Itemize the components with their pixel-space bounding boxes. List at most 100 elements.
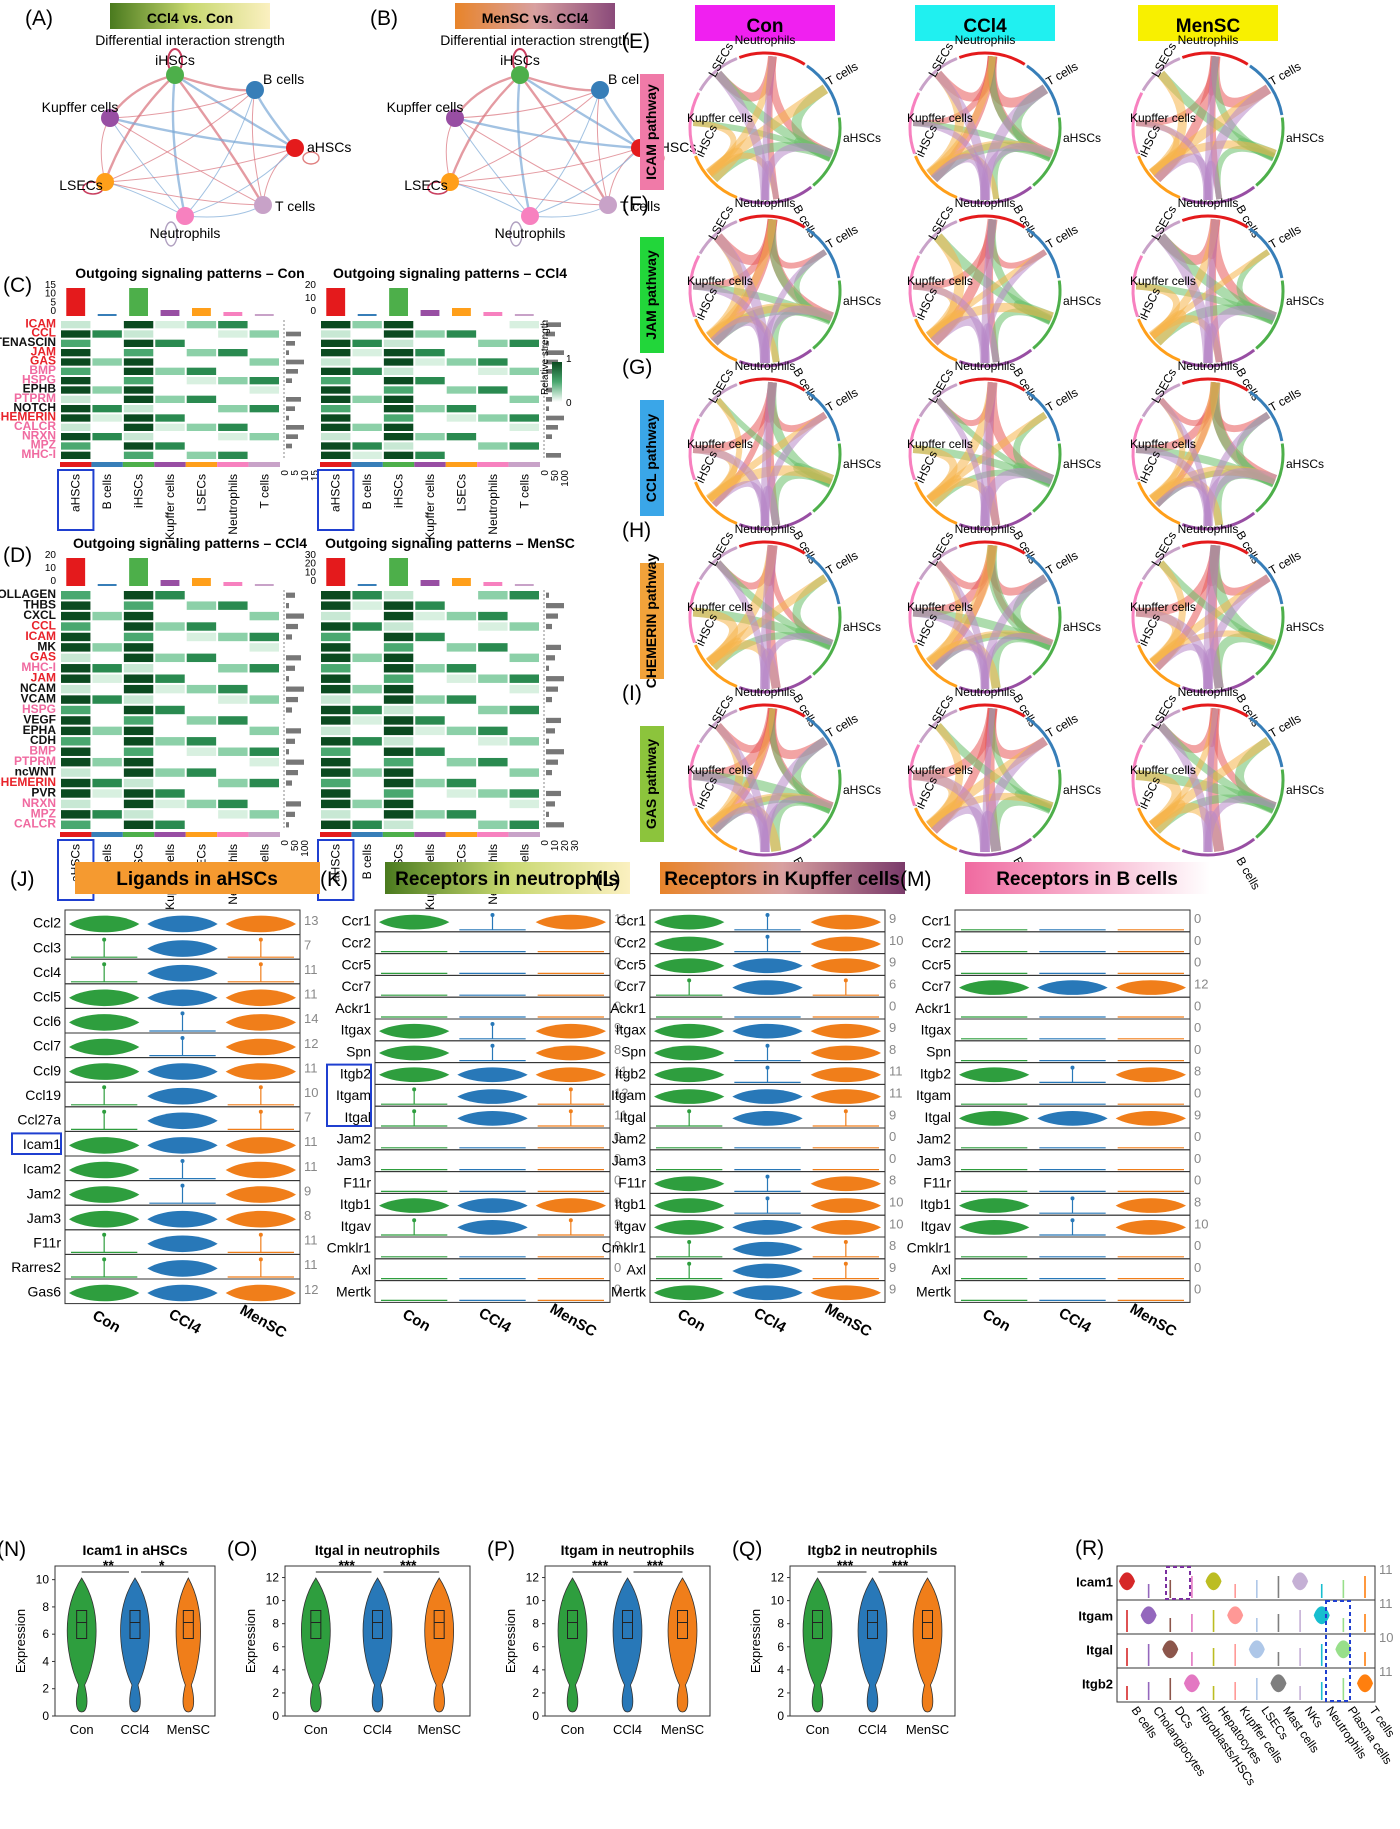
- heatmap-cell: [123, 705, 154, 715]
- gene-label: Cmklr1: [327, 1240, 372, 1256]
- heatmap-cell: [123, 664, 154, 673]
- violin-stat-panels: (N) Icam1 in aHSCs 0 2 4 6 8 10 Expression Con CCl…: [0, 1538, 956, 1737]
- violin-row-frame: [649, 1149, 886, 1173]
- heatmap-cell: [383, 643, 414, 652]
- violin: [66, 1577, 97, 1713]
- x-tick: MenSC: [661, 1722, 704, 1737]
- violin-dot: [180, 1011, 185, 1016]
- tick-label: 10: [305, 293, 317, 304]
- box: [867, 1610, 878, 1639]
- banner-text: Receptors in Kupffer cells: [664, 869, 899, 890]
- box: [310, 1610, 322, 1639]
- heatmap-cell: [383, 330, 414, 338]
- violin: [1183, 1674, 1200, 1693]
- heatmap-cell: [249, 611, 279, 621]
- tick-label: 0: [280, 840, 291, 846]
- violin: [535, 1067, 606, 1083]
- max-value: 9: [614, 1020, 621, 1035]
- chord-arc: [738, 837, 813, 857]
- violin: [1227, 1606, 1244, 1625]
- y-tick: 12: [266, 1571, 280, 1585]
- violin-row-frame: [1116, 1565, 1376, 1601]
- chord-label: Neutrophils: [735, 359, 796, 373]
- heatmap-cell: [446, 664, 477, 673]
- heatmap-cell: [218, 433, 248, 441]
- celltype-strip: [154, 832, 186, 837]
- violin: [147, 1210, 218, 1228]
- x-tick: MenSC: [417, 1722, 460, 1737]
- y-tick: 2: [42, 1682, 49, 1696]
- max-value: 9: [889, 1260, 896, 1275]
- violin: [1037, 1111, 1108, 1126]
- heatmap-cell: [321, 799, 351, 809]
- heatmap-cell: [249, 810, 279, 819]
- gene-label: Icam1: [1076, 1574, 1113, 1589]
- heatmap-cell: [446, 611, 477, 621]
- chord-label: Kupffer cells: [1130, 437, 1196, 451]
- violin: [810, 1220, 881, 1235]
- heatmap-cell: [249, 330, 279, 338]
- heatmap-cell: [249, 778, 279, 788]
- chord-arc: [908, 255, 921, 318]
- violin: [857, 1577, 888, 1713]
- heatmap-cell: [155, 820, 185, 829]
- top-bar: [129, 288, 148, 316]
- sig-label: ***: [338, 1557, 355, 1573]
- heatmap-cell: [321, 423, 351, 431]
- violin-dot: [258, 1257, 263, 1262]
- heatmap-cell: [415, 433, 445, 441]
- side-bar: [546, 322, 561, 327]
- side-bar: [286, 676, 289, 682]
- heatmap-cell: [321, 705, 351, 715]
- chord-label: Neutrophils: [735, 196, 796, 210]
- gene-label: Spn: [621, 1043, 646, 1059]
- heatmap-cell: [352, 716, 382, 725]
- heatmap-cell: [186, 367, 217, 375]
- heatmap-cell: [509, 799, 539, 809]
- max-value: 11: [304, 1233, 318, 1248]
- pathway-label: GAS pathway: [643, 739, 659, 829]
- highlight-box: [317, 469, 355, 531]
- chord-arc: [1181, 214, 1249, 229]
- gene-label: Spn: [346, 1043, 371, 1059]
- pathway-label: ICAM pathway: [643, 84, 659, 180]
- violin-dot: [490, 1043, 495, 1048]
- violin: [1292, 1572, 1309, 1591]
- violin: [802, 1577, 833, 1713]
- gene-label: Ccl19: [25, 1087, 61, 1103]
- pathway-side-banner: [640, 74, 664, 190]
- gene-label: Cmklr1: [907, 1240, 952, 1256]
- celltype-label: aHSCs: [329, 474, 343, 512]
- gene-label: Ccr2: [341, 934, 371, 950]
- heatmap-cell: [415, 778, 445, 788]
- heatmap-cell: [352, 601, 382, 610]
- gene-label: Ccl27a: [17, 1112, 61, 1128]
- violin-row-frame: [374, 1149, 611, 1173]
- heatmap-cell: [61, 442, 91, 450]
- banner: [385, 862, 630, 894]
- chord-label: Neutrophils: [735, 685, 796, 699]
- heatmap-cell: [61, 799, 91, 809]
- chord-label: aHSCs: [1063, 783, 1101, 797]
- side-bar: [546, 696, 552, 703]
- chord-arc: [1249, 553, 1284, 605]
- violin-row-frame: [374, 1258, 611, 1282]
- heatmap-cell: [123, 358, 154, 366]
- chord-label: T cells: [1044, 385, 1081, 414]
- chord-arc: [918, 709, 958, 744]
- heatmap-cell: [92, 726, 122, 736]
- gene-label: Jam2: [612, 1131, 646, 1147]
- heatmap-cell: [509, 622, 539, 631]
- heatmap-cell: [383, 664, 414, 673]
- banner-text: MenSC vs. CCl4: [482, 10, 589, 26]
- tick-label: 20: [560, 840, 571, 852]
- heatmap-cell: [61, 591, 91, 600]
- violin-dot: [102, 1109, 107, 1114]
- violin-row-frame: [954, 1127, 1191, 1151]
- heatmap-cell: [92, 611, 122, 621]
- heatmap-cell: [478, 737, 508, 746]
- chord-label: T cells: [1044, 222, 1081, 251]
- violin-dot: [765, 1196, 770, 1201]
- violin: [654, 1023, 725, 1039]
- network-edge: [174, 74, 265, 206]
